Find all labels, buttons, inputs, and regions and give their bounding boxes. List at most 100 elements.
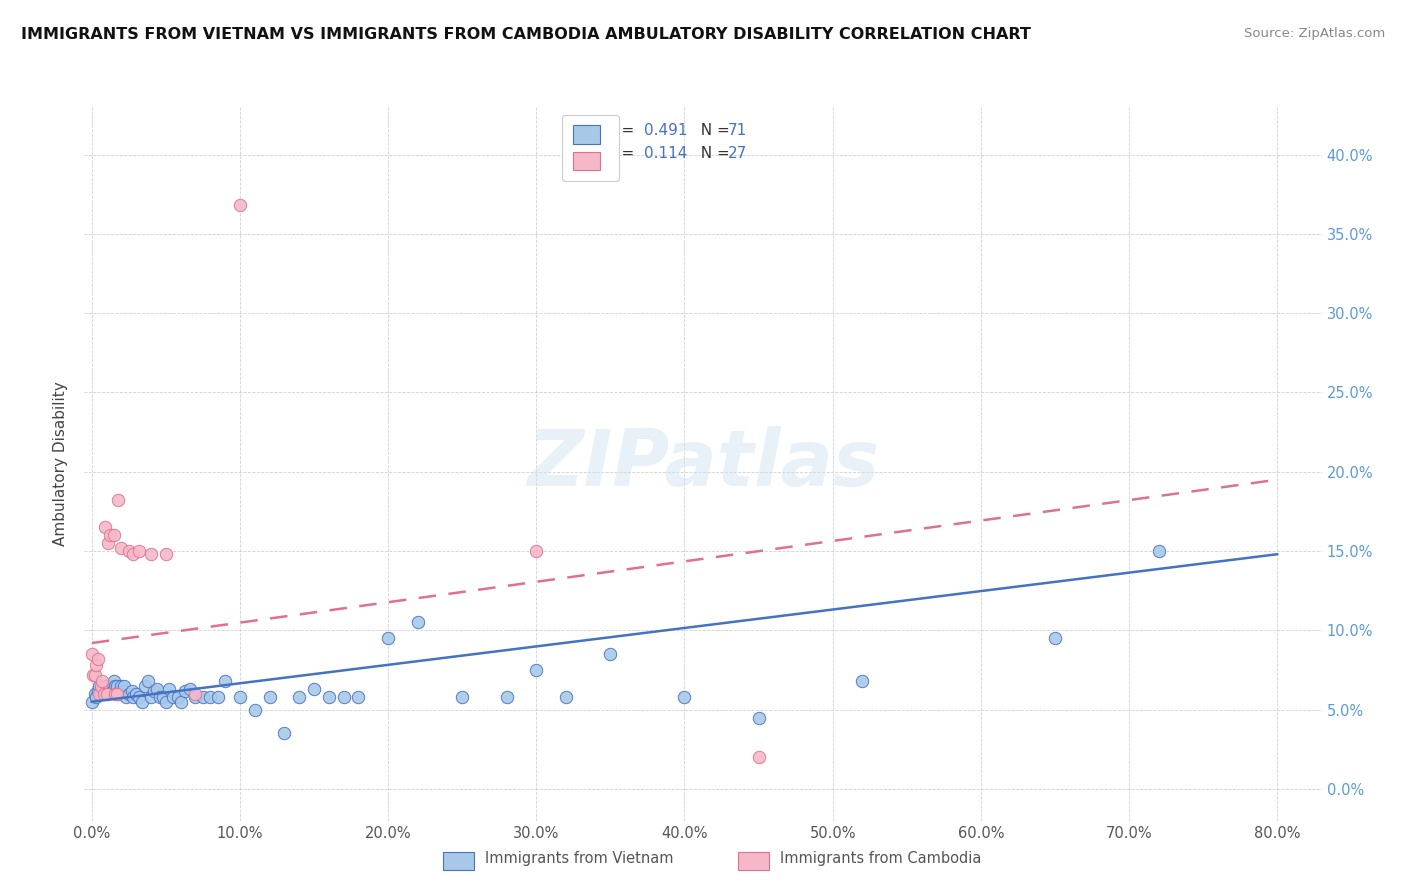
Point (191, 690, 214, 704)
Text: R =: R = (606, 146, 640, 161)
Point (112, 679, 135, 693)
Point (524, 544, 547, 558)
Text: N =: N = (690, 123, 734, 138)
Point (207, 690, 229, 704)
Point (91, 674, 114, 689)
Point (318, 690, 340, 704)
Point (86, 683, 108, 698)
Point (200, 690, 222, 704)
Point (748, 710, 770, 724)
Point (80, 647, 103, 661)
Point (84, 690, 107, 704)
Legend: , : , (562, 115, 619, 181)
Point (94, 683, 117, 698)
Point (673, 690, 696, 704)
Point (128, 544, 150, 558)
Point (96, 687, 118, 701)
Point (122, 547, 145, 561)
Point (152, 690, 174, 704)
Point (243, 703, 266, 717)
Point (97, 679, 120, 693)
Point (495, 690, 517, 704)
Text: IMMIGRANTS FROM VIETNAM VS IMMIGRANTS FROM CAMBODIA AMBULATORY DISABILITY CORREL: IMMIGRANTS FROM VIETNAM VS IMMIGRANTS FR… (21, 27, 1031, 42)
Point (108, 683, 131, 698)
Point (103, 528, 125, 542)
Point (82, 667, 104, 681)
Point (96, 687, 118, 701)
Point (125, 687, 148, 701)
Point (118, 544, 141, 558)
Point (347, 690, 370, 704)
Point (110, 679, 132, 693)
Point (91, 681, 114, 696)
Text: Immigrants from Cambodia: Immigrants from Cambodia (780, 851, 981, 865)
Point (143, 683, 166, 698)
Point (122, 690, 145, 704)
Point (110, 541, 132, 555)
Point (288, 690, 311, 704)
Point (89, 679, 111, 693)
Point (104, 679, 127, 693)
Point (406, 615, 429, 630)
Point (128, 690, 150, 704)
Point (84, 658, 107, 673)
Point (86, 652, 108, 666)
FancyBboxPatch shape (443, 852, 474, 870)
Point (80, 695, 103, 709)
Point (332, 690, 354, 704)
Point (90, 679, 112, 693)
Point (451, 690, 474, 704)
Point (162, 690, 184, 704)
Point (111, 683, 134, 698)
Point (149, 690, 172, 704)
Point (184, 687, 207, 701)
Point (90, 687, 112, 701)
Point (105, 687, 128, 701)
Point (524, 663, 547, 677)
Point (115, 690, 138, 704)
Point (273, 726, 295, 740)
Point (98, 528, 121, 542)
Text: R =: R = (606, 123, 640, 138)
Point (555, 690, 578, 704)
Point (93, 687, 115, 701)
Point (599, 647, 621, 661)
Point (105, 679, 128, 693)
Point (98, 681, 121, 696)
Point (146, 681, 169, 696)
Point (93, 679, 115, 693)
Point (83, 667, 105, 681)
Point (101, 683, 124, 698)
Point (155, 547, 177, 561)
FancyBboxPatch shape (738, 852, 769, 870)
Text: 0.114: 0.114 (644, 146, 688, 161)
Point (1147, 544, 1170, 558)
Point (94, 520, 117, 534)
Point (104, 687, 127, 701)
Point (134, 679, 156, 693)
Point (170, 695, 193, 709)
Point (214, 674, 236, 689)
Point (83, 687, 105, 701)
Text: ZIPatlas: ZIPatlas (527, 425, 879, 502)
Point (302, 681, 325, 696)
Point (118, 687, 141, 701)
Text: 27: 27 (728, 146, 747, 161)
Point (107, 493, 129, 508)
Point (107, 687, 129, 701)
Point (184, 690, 207, 704)
Point (229, 690, 252, 704)
Point (131, 695, 153, 709)
Point (179, 681, 201, 696)
Point (139, 690, 162, 704)
Point (259, 690, 281, 704)
Point (377, 632, 399, 646)
Point (97, 536, 120, 550)
Text: 71: 71 (728, 123, 747, 138)
Point (139, 547, 162, 561)
Point (155, 695, 177, 709)
Point (103, 674, 125, 689)
Text: Immigrants from Vietnam: Immigrants from Vietnam (485, 851, 673, 865)
Point (166, 690, 188, 704)
Point (89, 687, 111, 701)
